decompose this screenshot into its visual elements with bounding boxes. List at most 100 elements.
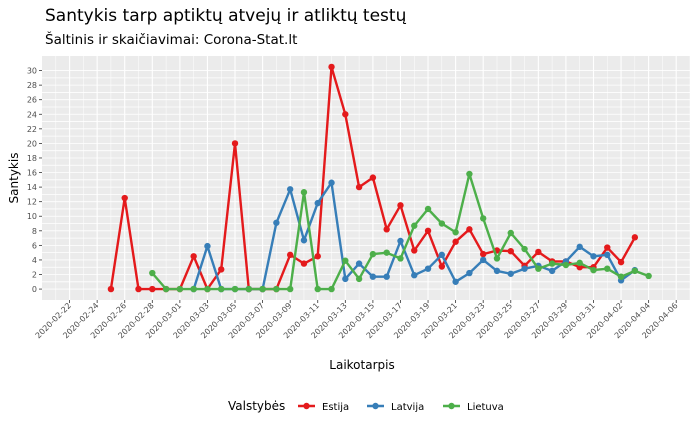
data-point-latvija <box>273 219 280 226</box>
legend-label: Estija <box>322 402 349 413</box>
data-point-estija <box>452 238 459 245</box>
legend: Valstybės Estija Latvija Lietuva <box>228 399 504 413</box>
y-tick-label: 6 <box>32 241 37 250</box>
data-point-lietuva <box>493 255 501 262</box>
data-point-lietuva <box>535 265 542 272</box>
legend-label: Latvija <box>391 402 424 413</box>
data-point-latvija <box>369 273 377 280</box>
data-point-latvija <box>493 267 501 275</box>
data-point-lietuva <box>176 285 184 293</box>
y-tick-label: 18 <box>27 154 37 163</box>
data-point-estija <box>411 247 418 254</box>
plot-background <box>42 56 690 300</box>
data-point-estija <box>107 285 115 293</box>
data-point-lietuva <box>397 255 404 262</box>
data-point-estija <box>300 260 308 267</box>
legend-key-point <box>303 402 310 410</box>
data-point-lietuva <box>411 222 418 229</box>
data-point-latvija <box>328 179 335 186</box>
data-point-estija <box>218 266 225 273</box>
data-point-lietuva <box>507 229 514 237</box>
y-axis-title: Santykis <box>7 153 21 204</box>
data-point-latvija <box>300 237 308 244</box>
data-point-latvija <box>521 265 528 272</box>
data-point-estija <box>535 248 542 256</box>
series-layer <box>107 63 652 293</box>
data-point-estija <box>314 253 321 260</box>
data-point-estija <box>383 226 390 233</box>
data-point-estija <box>466 226 473 233</box>
data-point-lietuva <box>548 260 556 267</box>
y-tick-label: 8 <box>32 227 37 236</box>
data-point-lietuva <box>521 245 528 253</box>
data-point-lietuva <box>190 285 197 293</box>
data-point-latvija <box>507 270 514 277</box>
data-point-lietuva <box>438 220 446 227</box>
data-point-lietuva <box>479 215 487 222</box>
y-tick-label: 10 <box>27 212 37 221</box>
data-point-estija <box>121 194 128 202</box>
y-tick-label: 4 <box>32 256 37 265</box>
legend-label: Lietuva <box>467 402 504 413</box>
data-point-lietuva <box>286 285 294 293</box>
data-point-lietuva <box>218 285 225 293</box>
series-lietuva <box>149 170 652 293</box>
data-point-lietuva <box>383 249 390 256</box>
data-point-estija <box>231 140 239 147</box>
legend-key-point <box>372 402 379 410</box>
data-point-latvija <box>424 265 432 272</box>
legend-item-lietuva: Lietuva <box>443 402 504 413</box>
data-point-lietuva <box>355 275 363 283</box>
data-point-estija <box>286 251 294 259</box>
legend-item-estija: Estija <box>298 402 349 413</box>
data-point-lietuva <box>424 205 432 213</box>
y-tick-label: 20 <box>27 139 37 148</box>
data-point-latvija <box>314 199 321 207</box>
data-point-lietuva <box>369 250 377 258</box>
data-point-lietuva <box>149 269 156 277</box>
data-point-estija <box>424 227 432 235</box>
data-point-lietuva <box>204 285 211 293</box>
data-point-lietuva <box>645 272 652 280</box>
data-point-lietuva <box>466 170 473 178</box>
data-point-lietuva <box>314 285 321 293</box>
chart-subtitle: Šaltinis ir skaičiavimai: Corona-Stat.lt <box>45 30 297 48</box>
x-axis-title: Laikotarpis <box>329 358 394 372</box>
data-point-latvija <box>355 260 363 267</box>
data-point-latvija <box>438 251 446 259</box>
data-point-latvija <box>286 186 294 193</box>
data-point-latvija <box>590 253 597 260</box>
data-point-lietuva <box>604 265 611 272</box>
data-point-lietuva <box>245 285 253 293</box>
data-point-estija <box>631 234 639 241</box>
y-tick-label: 22 <box>27 125 37 134</box>
data-point-estija <box>438 263 446 270</box>
y-tick-label: 26 <box>27 96 37 105</box>
data-point-estija <box>190 253 197 260</box>
legend-key-point <box>448 402 455 410</box>
data-point-lietuva <box>590 266 597 274</box>
chart-title: Santykis tarp aptiktų atvejų ir atliktų … <box>45 6 407 26</box>
data-point-lietuva <box>576 259 583 267</box>
data-point-latvija <box>383 273 390 280</box>
data-point-estija <box>507 248 514 255</box>
data-point-latvija <box>466 269 473 277</box>
data-point-lietuva <box>273 285 280 293</box>
data-point-estija <box>617 258 625 266</box>
data-point-estija <box>397 202 404 209</box>
data-point-estija <box>479 250 487 258</box>
data-point-lietuva <box>328 285 335 293</box>
data-point-lietuva <box>452 229 459 236</box>
legend-item-latvija: Latvija <box>367 402 424 413</box>
data-point-latvija <box>576 243 583 251</box>
data-point-lietuva <box>631 267 639 275</box>
y-tick-label: 14 <box>27 183 37 192</box>
data-point-latvija <box>204 242 211 250</box>
data-point-latvija <box>411 272 418 279</box>
data-point-latvija <box>342 275 349 283</box>
data-point-lietuva <box>300 189 308 196</box>
data-point-lietuva <box>231 285 239 293</box>
data-point-estija <box>328 63 335 71</box>
